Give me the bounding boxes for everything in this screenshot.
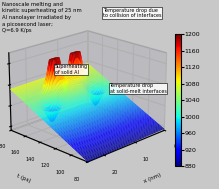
Text: Temperature drop
at solid-melt interfaces: Temperature drop at solid-melt interface…	[110, 83, 166, 94]
Text: Superheating
of solid Al: Superheating of solid Al	[55, 64, 88, 75]
Text: Temperature drop due
to collision of interfaces: Temperature drop due to collision of int…	[103, 8, 161, 18]
Text: Nanoscale melting and
kinetic superheating of 25 nm
Al nanolayer irradiated by
a: Nanoscale melting and kinetic superheati…	[2, 2, 82, 33]
Y-axis label: t (ps): t (ps)	[16, 173, 31, 184]
X-axis label: x (nm): x (nm)	[143, 173, 162, 184]
